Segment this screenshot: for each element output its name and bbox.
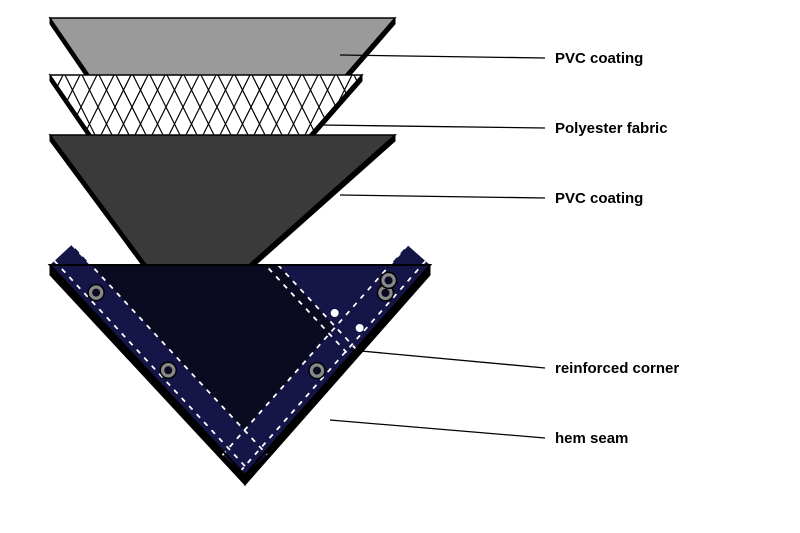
leader-line bbox=[330, 420, 545, 438]
label-hem: hem seam bbox=[555, 430, 628, 447]
leader-line bbox=[320, 125, 545, 128]
leader-line bbox=[340, 55, 545, 58]
tarp-corner bbox=[50, 245, 430, 485]
leader-line bbox=[350, 350, 545, 368]
label-polyester: Polyester fabric bbox=[555, 120, 668, 137]
leader-line bbox=[340, 195, 545, 198]
label-pvc-bottom: PVC coating bbox=[555, 190, 643, 207]
label-corner: reinforced corner bbox=[555, 360, 679, 377]
label-pvc-top: PVC coating bbox=[555, 50, 643, 67]
